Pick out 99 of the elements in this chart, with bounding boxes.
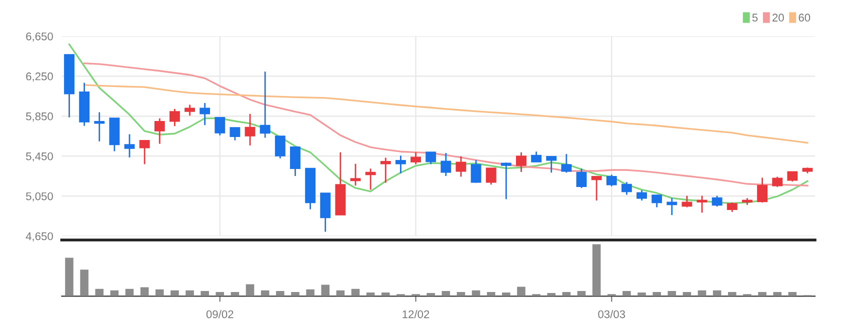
candlestick: [546, 156, 557, 174]
candlestick: [666, 197, 678, 216]
candlestick: [124, 134, 135, 158]
x-tick-label: 09/02: [206, 310, 234, 318]
candlestick: [757, 176, 768, 204]
bar: [291, 292, 300, 296]
bar: [638, 292, 646, 296]
bar: [622, 290, 631, 296]
bar: [216, 292, 224, 296]
bar: [155, 289, 164, 296]
candlestick: [260, 70, 270, 138]
candlestick: [576, 168, 587, 189]
candlestick: [290, 146, 300, 177]
bar: [517, 286, 526, 296]
bar: [366, 292, 375, 296]
y-tick-label: 5,450: [26, 152, 53, 162]
candlestick: [787, 171, 798, 182]
bar: [773, 292, 782, 296]
candlestick: [486, 168, 496, 186]
bar: [472, 290, 480, 296]
bar: [95, 288, 104, 296]
candlestick: [606, 174, 617, 187]
candlestick: [682, 195, 692, 208]
candlestick: [772, 176, 783, 188]
bar: [381, 292, 390, 296]
candlestick: [712, 195, 722, 208]
candlestick: [350, 163, 361, 186]
y-tick-label: 6,250: [26, 72, 53, 82]
legend-label: 20: [772, 14, 784, 22]
bar: [426, 293, 435, 296]
bar: [246, 284, 254, 296]
bar: [65, 258, 74, 296]
bar: [80, 270, 88, 296]
bar: [321, 284, 330, 296]
bar: [260, 290, 270, 296]
bar: [351, 288, 360, 296]
bar: [577, 290, 586, 296]
bar: [652, 292, 661, 296]
candlestick: [230, 127, 240, 142]
candlestick: [154, 118, 165, 145]
line-series: [83, 84, 808, 144]
bar: [336, 290, 345, 296]
bar: [698, 290, 706, 296]
bar: [306, 289, 314, 296]
candlestick: [696, 195, 708, 214]
candlestick: [365, 168, 376, 190]
candlestick: [500, 162, 512, 200]
candlestick: [561, 153, 572, 174]
candlestick: [726, 202, 738, 213]
bar: [140, 287, 149, 296]
bar: [200, 290, 209, 296]
candlestick: [184, 104, 195, 116]
bar: [110, 290, 119, 296]
bar: [668, 290, 676, 296]
candlestick: [621, 181, 632, 196]
bar: [486, 292, 496, 296]
legend-label: 60: [798, 14, 810, 22]
x-tick-label: 03/03: [598, 310, 626, 318]
candlestick: [274, 136, 286, 160]
bar: [125, 288, 134, 296]
bar: [170, 290, 179, 296]
candlestick: [456, 156, 466, 178]
x-tick-label: 12/02: [402, 310, 430, 318]
bar: [502, 292, 510, 296]
bar: [276, 290, 284, 296]
candlestick: [200, 102, 210, 126]
candlestick: [410, 152, 421, 165]
bar: [230, 292, 240, 296]
candlestick: [516, 152, 526, 173]
bar: [186, 290, 194, 296]
candlestick: [531, 150, 542, 162]
legend-label: 5: [752, 14, 758, 22]
candlestick: [214, 116, 226, 136]
candlestick: [395, 154, 406, 174]
candlestick: [591, 176, 602, 202]
candlestick: [244, 113, 256, 146]
candlestick: [139, 140, 150, 165]
y-tick-label: 6,650: [26, 32, 53, 42]
bar: [547, 293, 556, 296]
bar: [758, 292, 766, 296]
candlestick: [94, 112, 105, 142]
candlestick: [470, 159, 482, 184]
candlestick: [380, 157, 391, 184]
candlestick: [426, 152, 436, 165]
bar: [712, 290, 722, 296]
bar: [442, 290, 450, 296]
candlestick: [440, 152, 452, 177]
y-tick-label: 4,650: [26, 232, 53, 242]
bar: [456, 292, 466, 296]
candlestick: [636, 190, 647, 202]
candlestick: [169, 108, 180, 127]
bar: [562, 292, 571, 296]
bar: [592, 244, 601, 296]
candlestick: [652, 194, 662, 208]
bar: [682, 292, 692, 296]
y-tick-label: 5,850: [26, 112, 53, 122]
y-tick-label: 5,050: [26, 192, 53, 202]
bar: [788, 292, 797, 296]
bar: [728, 292, 736, 296]
